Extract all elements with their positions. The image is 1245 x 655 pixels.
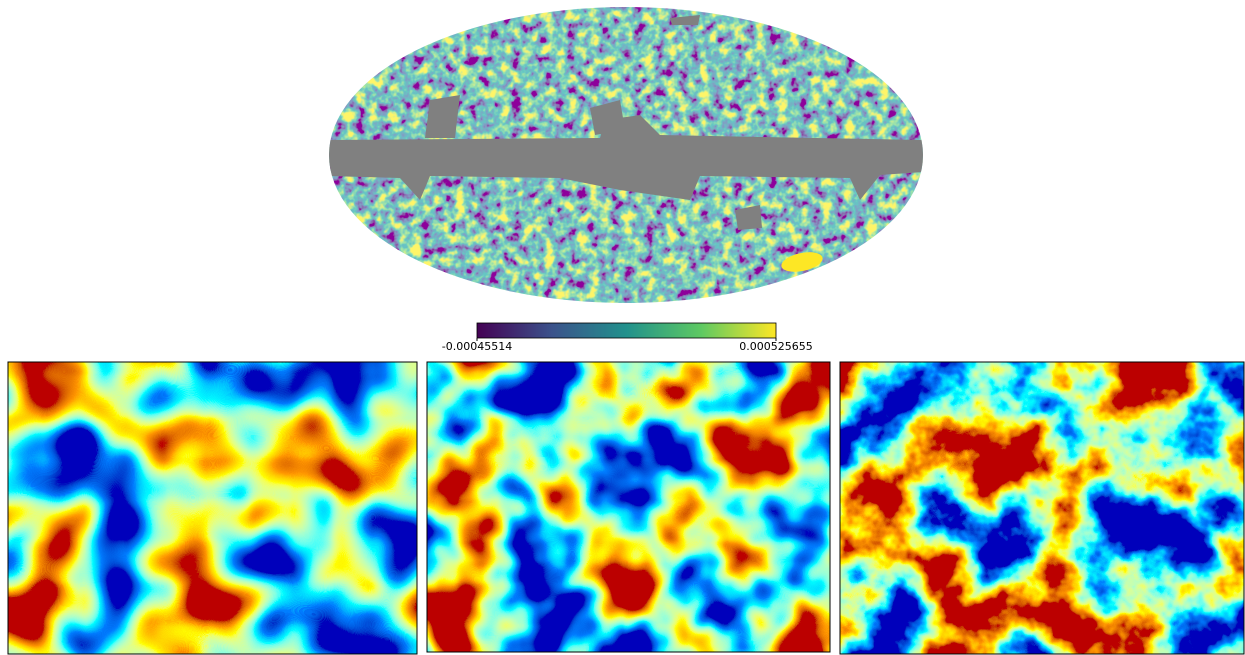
panel [840, 362, 1244, 654]
panel-image [427, 362, 830, 652]
sky-map [329, 7, 923, 303]
colorbar-gradient [477, 323, 776, 338]
panel-image [8, 362, 417, 654]
colorbar: -0.00045514 0.000525655 [442, 323, 813, 353]
colorbar-tick-label: 0.000525655 [739, 340, 812, 353]
colorbar-tick-label: -0.00045514 [442, 340, 512, 353]
panel [427, 362, 830, 652]
figure: -0.00045514 0.000525655 [0, 0, 1245, 655]
page: -0.000455140.000525655 (() => { const da… [0, 0, 1245, 655]
panel [8, 362, 417, 654]
panel-image [840, 362, 1244, 654]
